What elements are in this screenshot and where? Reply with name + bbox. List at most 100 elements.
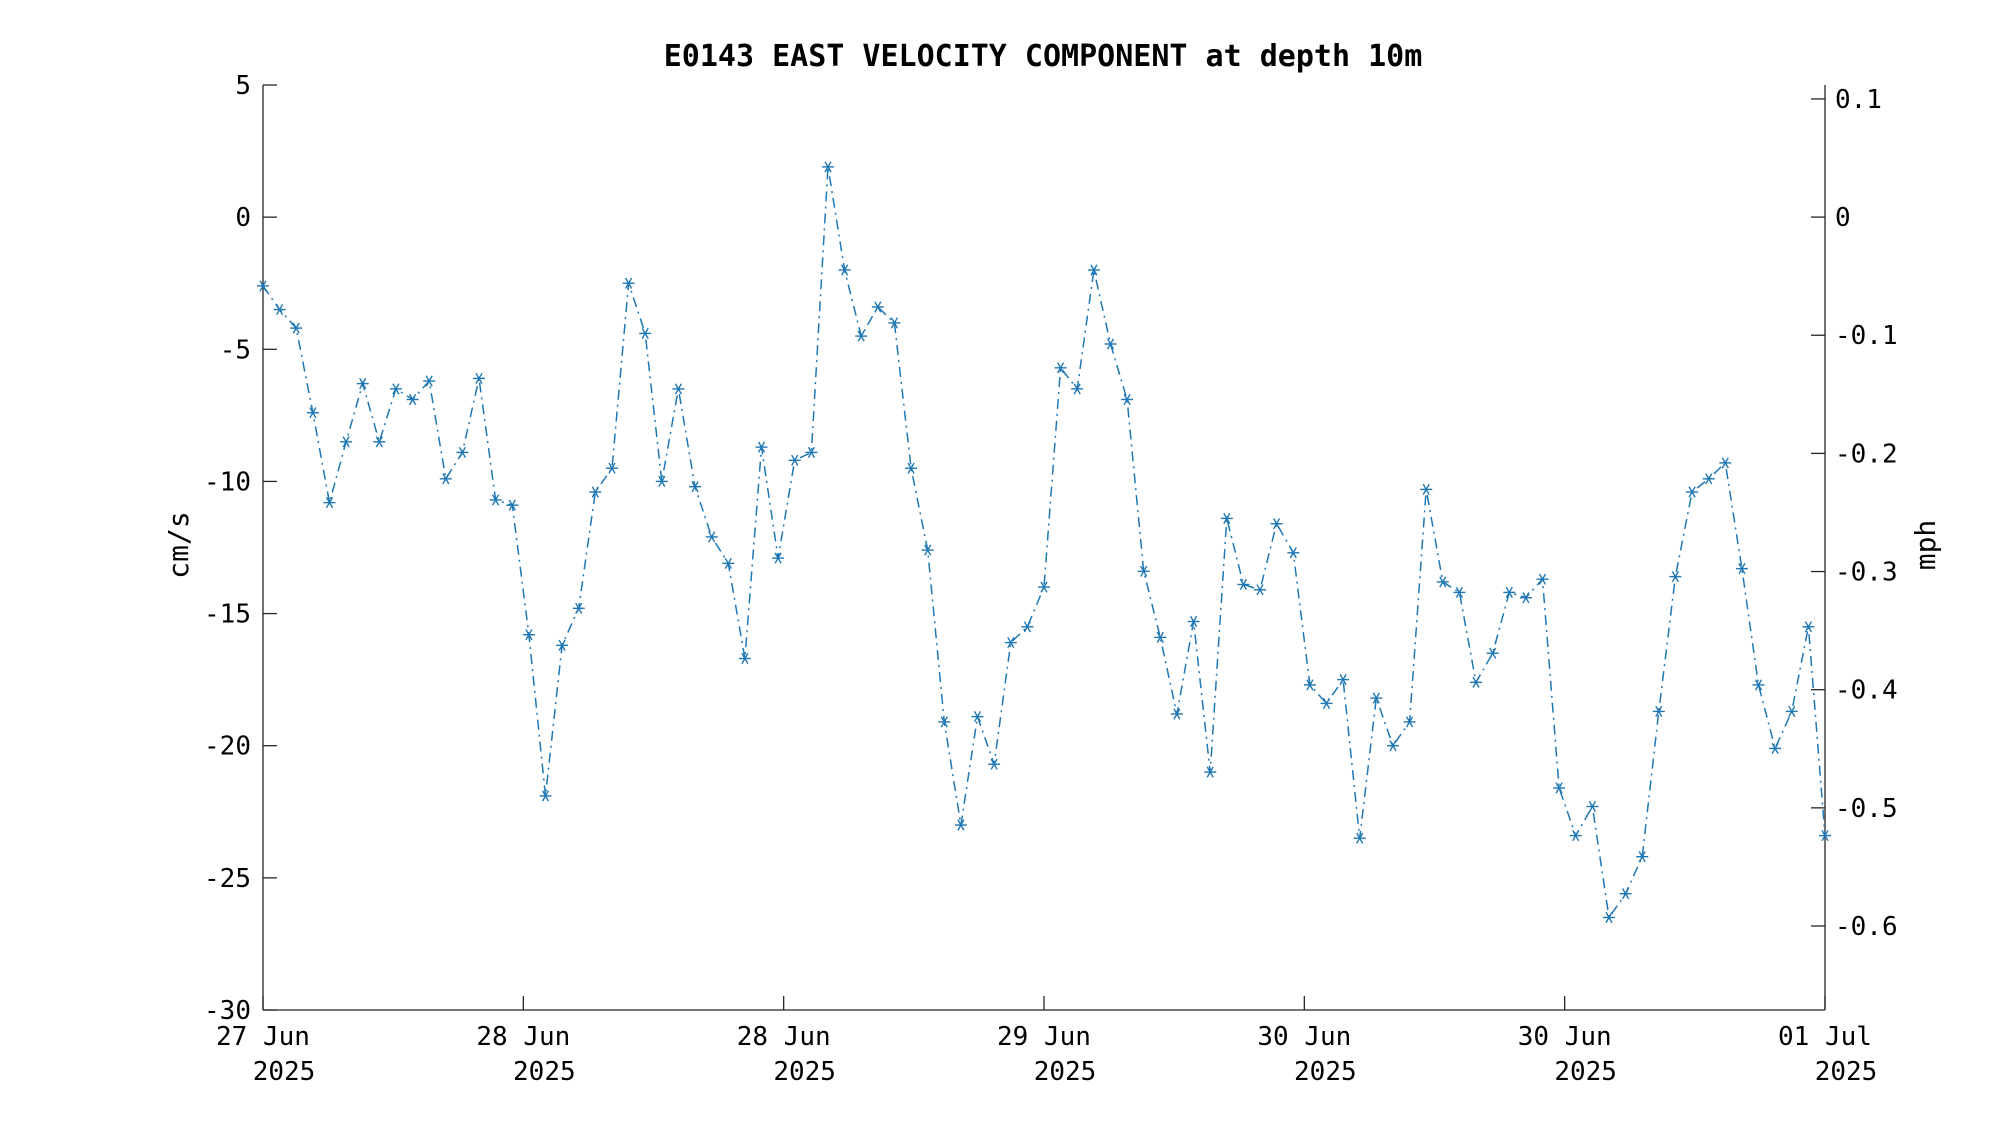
data-point-stroke [491, 494, 500, 506]
data-point [1370, 692, 1383, 704]
data-point [589, 486, 602, 498]
data-point [954, 819, 967, 831]
data-point-stroke [458, 446, 467, 458]
data-point [1087, 264, 1100, 276]
data-point [689, 481, 701, 493]
series-layer [257, 161, 1831, 924]
data-point [1353, 832, 1366, 844]
data-point-stroke [1306, 679, 1314, 691]
series-line [262, 166, 1826, 920]
x-tick-label: 29 Jun [997, 1022, 1091, 1052]
data-point-stroke [1040, 581, 1048, 593]
data-point-stroke [1289, 547, 1297, 559]
data-point [1387, 740, 1399, 752]
data-point [988, 758, 1001, 770]
data-point [1669, 571, 1682, 583]
data-point [522, 629, 535, 641]
data-point [1038, 581, 1050, 593]
data-point-stroke [691, 481, 699, 493]
data-point [356, 378, 369, 390]
data-point [871, 301, 884, 313]
data-point-stroke [907, 462, 915, 474]
data-point-stroke [342, 436, 350, 448]
data-point-stroke [325, 497, 334, 509]
data-point [838, 264, 851, 276]
data-point [1154, 631, 1167, 643]
data-point-stroke [375, 436, 383, 448]
data-point-stroke [957, 819, 965, 831]
data-point-stroke [791, 454, 799, 466]
data-point [1636, 851, 1649, 863]
data-point [1586, 800, 1599, 813]
data-point [506, 499, 519, 511]
data-point [273, 304, 286, 316]
data-point-stroke [1555, 782, 1563, 794]
data-point [971, 711, 984, 723]
data-point [1752, 679, 1765, 691]
data-point-stroke [558, 639, 566, 651]
x-tick-label: 30 Jun [1518, 1022, 1612, 1052]
data-point-stroke [1140, 565, 1148, 577]
data-point-stroke [275, 304, 284, 316]
data-point-stroke [1023, 621, 1032, 633]
data-point-stroke [724, 557, 732, 569]
data-point-stroke [990, 758, 998, 770]
data-point-stroke [1439, 576, 1447, 588]
x-tick-label: 28 Jun [476, 1022, 570, 1052]
data-point-stroke [1123, 393, 1131, 406]
x-tick-label: 30 Jun [1257, 1022, 1351, 1052]
data-point-stroke [1106, 338, 1115, 350]
data-point [439, 473, 452, 485]
data-point [1486, 647, 1499, 659]
data-point [1204, 766, 1217, 778]
data-point [1436, 576, 1449, 588]
data-point [855, 330, 868, 342]
data-point-stroke [1073, 383, 1081, 395]
right-y-tick-label: -0.2 [1835, 439, 1898, 469]
x-tick-label: 27 Jun [216, 1022, 310, 1052]
data-point [1702, 473, 1715, 485]
chart-title: E0143 EAST VELOCITY COMPONENT at depth 1… [664, 39, 1423, 74]
data-point-stroke [1705, 473, 1713, 485]
data-point-stroke [840, 264, 849, 276]
data-point-stroke [890, 317, 899, 329]
right-y-tick-label: -0.1 [1835, 321, 1898, 351]
data-point [539, 790, 552, 802]
data-point [373, 436, 386, 448]
data-point [473, 372, 485, 384]
data-point-stroke [1339, 674, 1347, 686]
data-point-stroke [1455, 586, 1464, 598]
data-point [1303, 679, 1316, 691]
data-point [1287, 547, 1300, 559]
data-point-stroke [1472, 676, 1480, 688]
data-point [622, 277, 635, 289]
data-point [572, 602, 585, 614]
data-point-stroke [1056, 362, 1065, 374]
data-point [1719, 457, 1732, 469]
data-point-stroke [1821, 830, 1829, 842]
data-point-stroke [408, 393, 417, 406]
data-point [306, 407, 319, 419]
data-point [556, 639, 569, 651]
data-point [1254, 584, 1266, 596]
right-y-tick-label: -0.3 [1835, 558, 1898, 588]
data-point-stroke [1489, 647, 1497, 659]
data-point-stroke [359, 378, 367, 390]
data-point [1170, 708, 1183, 720]
data-point [456, 446, 469, 458]
x-tick-label: 28 Jun [737, 1022, 831, 1052]
data-point [290, 322, 303, 334]
data-point-stroke [508, 499, 516, 511]
data-point [1536, 573, 1549, 585]
data-point [655, 475, 668, 487]
data-point [1270, 518, 1283, 530]
data-point-stroke [1538, 573, 1547, 585]
data-point-stroke [1372, 692, 1380, 704]
data-point-stroke [741, 652, 749, 665]
data-point [1785, 705, 1798, 717]
data-point [1004, 637, 1017, 649]
data-point [1769, 742, 1782, 754]
data-point [489, 494, 502, 506]
right-y-axis-label: mph [1909, 520, 1942, 571]
data-point-stroke [708, 531, 716, 543]
